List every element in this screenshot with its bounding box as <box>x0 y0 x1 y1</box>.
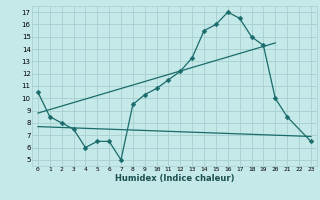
X-axis label: Humidex (Indice chaleur): Humidex (Indice chaleur) <box>115 174 234 183</box>
